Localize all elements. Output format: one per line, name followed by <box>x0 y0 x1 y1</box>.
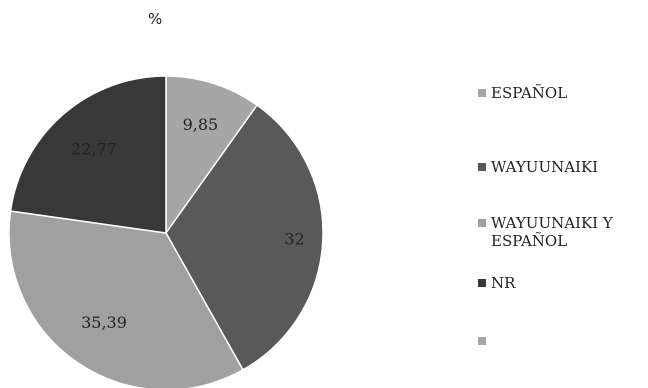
legend-swatch-nr <box>478 279 486 287</box>
legend-label-line2: ESPAÑOL <box>491 232 568 250</box>
label-wayuunaiki: 32 <box>284 229 304 248</box>
legend-label-espanol: ESPAÑOL <box>491 84 568 102</box>
legend-swatch-wayuunaiki-y-espanol <box>478 219 486 227</box>
legend-label-wayuunaiki: WAYUUNAIKI <box>491 158 599 176</box>
legend-label-line1: WAYUUNAIKI Y <box>491 214 613 232</box>
legend-item-espanol: ESPAÑOL <box>478 84 648 158</box>
legend: ESPAÑOL WAYUUNAIKI WAYUUNAIKI Y ESPAÑOL … <box>478 84 648 352</box>
legend-swatch-wayuunaiki <box>478 163 486 171</box>
label-wayuunaiki-y-espanol: 35,39 <box>81 313 127 332</box>
slice-wayuunaiki <box>165 104 324 371</box>
slice-espanol <box>165 75 259 236</box>
legend-item-wayuunaiki: WAYUUNAIKI <box>478 158 648 214</box>
legend-item-wayuunaiki-y-espanol: WAYUUNAIKI Y ESPAÑOL <box>478 214 648 274</box>
label-espanol: 9,85 <box>183 115 219 134</box>
legend-item-empty <box>478 332 648 352</box>
legend-label-wayuunaiki-y-espanol: WAYUUNAIKI Y ESPAÑOL <box>491 214 613 250</box>
legend-swatch-empty <box>478 337 486 345</box>
label-nr: 22,77 <box>71 140 117 159</box>
legend-swatch-espanol <box>478 89 486 97</box>
slice-wayuunaiki-y-espanol <box>8 210 244 388</box>
chart-title: % <box>148 10 163 28</box>
legend-item-nr: NR <box>478 274 648 332</box>
legend-label-nr: NR <box>491 274 516 292</box>
slice-nr <box>9 75 167 234</box>
